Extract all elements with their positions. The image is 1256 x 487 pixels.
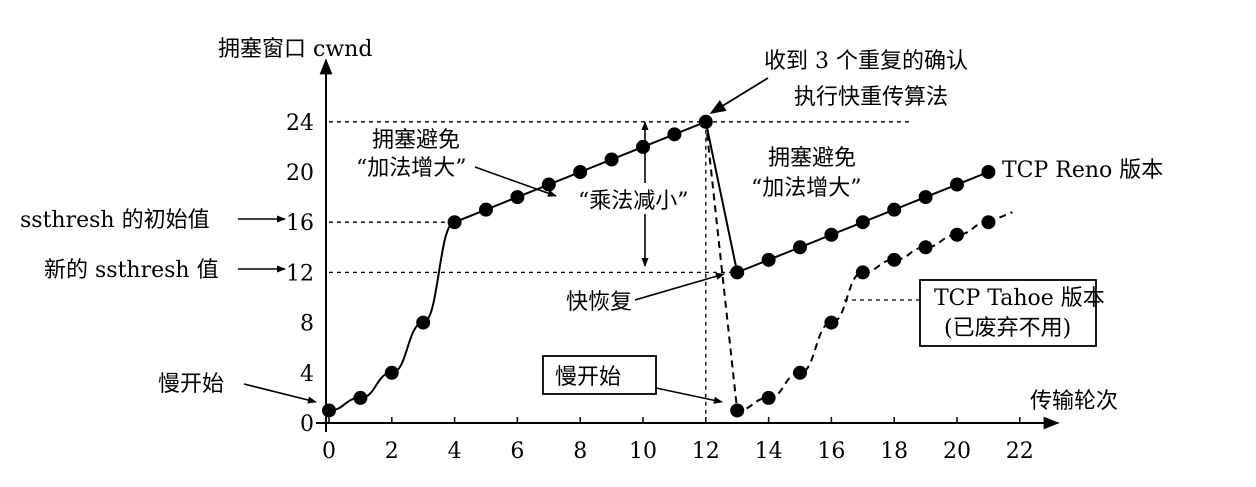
tahoe-data-point — [918, 240, 933, 255]
cong-avoid-1-arrow — [474, 166, 557, 197]
tahoe-data-point — [761, 390, 776, 405]
reno-data-point — [761, 252, 776, 267]
x-tick-label: 10 — [629, 439, 657, 464]
reno-data-point — [604, 152, 619, 167]
mult-decrease-label: “乘法减小” — [578, 189, 689, 214]
x-tick-label: 16 — [817, 439, 845, 464]
guide-lines — [329, 121, 910, 423]
reno-data-point — [667, 127, 682, 142]
reno-data-point — [573, 165, 588, 179]
reno-data-point — [384, 365, 399, 380]
x-tick-label: 0 — [322, 439, 336, 464]
tahoe-label-line2: (已废弃不用) — [944, 316, 1071, 341]
reno-data-point — [322, 403, 336, 418]
x-tick-label: 22 — [1006, 439, 1034, 464]
reno-data-point — [793, 240, 807, 255]
fast-recovery-arrow — [634, 272, 725, 301]
reno-data-point — [730, 265, 745, 280]
y-tick-label: 4 — [300, 362, 314, 387]
tahoe-data-point — [730, 403, 745, 418]
three-dup-acks-arrow — [709, 77, 769, 114]
tahoe-tail — [988, 211, 1013, 224]
slow-start-boxed-label: 慢开始 — [555, 365, 621, 390]
x-tick-label: 14 — [755, 439, 783, 464]
reno-data-point — [510, 190, 525, 205]
x-tick-label: 8 — [573, 439, 587, 464]
series-group — [322, 114, 1013, 418]
y-tick-label: 12 — [286, 261, 314, 286]
y-tick-label: 20 — [286, 161, 314, 186]
reno-data-point — [824, 227, 839, 242]
cong-avoid-1-line1: 拥塞避免 — [372, 128, 460, 153]
three-dup-acks-line2: 执行快重传算法 — [794, 85, 948, 110]
reno-label: TCP Reno 版本 — [1002, 158, 1163, 183]
y-tick-label: 16 — [286, 211, 314, 236]
reno-data-point — [950, 177, 964, 192]
x-ticks: 0 2 4 6 8 10 12 14 16 18 20 22 — [322, 417, 1034, 464]
cong-avoid-2-line2: “加法增大” — [751, 176, 862, 201]
x-tick-label: 18 — [880, 439, 908, 464]
ssthresh-new-label: 新的 ssthresh 值 — [44, 258, 219, 283]
y-tick-label: 24 — [286, 111, 314, 136]
cong-avoid-1-line2: “加法增大” — [356, 156, 467, 181]
ssthresh-initial-label: ssthresh 的初始值 — [20, 208, 210, 233]
reno-data-point — [918, 190, 933, 205]
reno-data-point — [479, 202, 493, 217]
x-tick-label: 2 — [385, 439, 399, 464]
tahoe-label-line1: TCP Tahoe 版本 — [934, 286, 1105, 311]
reno-data-point — [416, 315, 431, 330]
y-ticks: 0 4 8 12 16 20 24 — [286, 111, 314, 437]
reno-data-point — [981, 165, 996, 179]
tahoe-label-box — [919, 279, 1097, 347]
y-tick-label: 0 — [300, 412, 314, 437]
reno-data-point — [636, 139, 650, 154]
reno-data-point — [447, 215, 462, 230]
x-tick-label: 4 — [448, 439, 462, 464]
x-tick-label: 6 — [510, 439, 524, 464]
tahoe-data-point — [855, 265, 870, 280]
reno-data-point — [887, 202, 902, 217]
tahoe-data-point — [950, 227, 964, 242]
slow-start-left-label: 慢开始 — [158, 372, 224, 397]
slow-start-boxed-arrow — [655, 387, 723, 404]
slow-start-left-arrow — [243, 383, 317, 404]
x-tick-label: 12 — [692, 439, 720, 464]
x-tick-label: 20 — [943, 439, 971, 464]
tahoe-leader-line — [844, 299, 920, 302]
slow-start-boxed-frame — [542, 355, 657, 395]
y-tick-label: 8 — [300, 312, 314, 337]
y-axis-title: 拥塞窗口 cwnd — [218, 37, 372, 62]
tahoe-data-point — [824, 315, 839, 330]
tahoe-data-point — [887, 252, 902, 267]
three-dup-acks-line1: 收到 3 个重复的确认 — [764, 49, 968, 74]
reno-data-point — [353, 390, 368, 405]
fast-recovery-label: 快恢复 — [566, 290, 632, 315]
tahoe-data-point — [793, 365, 807, 380]
cong-avoid-2-line1: 拥塞避免 — [768, 146, 856, 171]
x-axis-title: 传输轮次 — [1030, 389, 1118, 414]
reno-data-point — [855, 215, 870, 230]
reno-data-point — [541, 177, 556, 192]
annotations: 慢开始 ssthresh 的初始值 新的 ssthresh 值 拥塞避免 “加法… — [20, 49, 1163, 404]
